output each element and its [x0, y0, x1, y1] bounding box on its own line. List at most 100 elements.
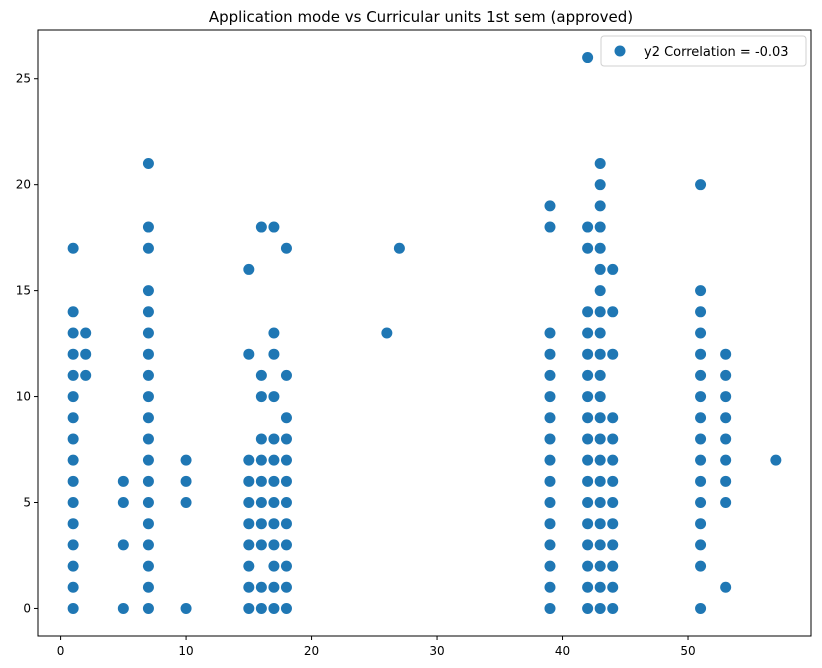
data-point: [544, 221, 556, 233]
data-point: [582, 242, 594, 254]
data-point: [582, 433, 594, 445]
data-point: [268, 560, 280, 572]
data-point: [594, 348, 606, 360]
data-point: [695, 433, 707, 445]
data-point: [280, 560, 292, 572]
data-point: [255, 433, 267, 445]
data-point: [594, 369, 606, 381]
data-point: [180, 454, 192, 466]
data-point: [142, 157, 154, 169]
data-point: [280, 581, 292, 593]
data-point: [544, 475, 556, 487]
data-point: [67, 475, 79, 487]
x-tick-label: 30: [429, 644, 444, 658]
data-point: [582, 581, 594, 593]
data-point: [243, 497, 255, 509]
data-point: [67, 327, 79, 339]
data-point: [594, 560, 606, 572]
data-point: [142, 242, 154, 254]
data-point: [695, 497, 707, 509]
data-point: [243, 454, 255, 466]
data-point: [142, 327, 154, 339]
data-point: [67, 454, 79, 466]
data-point: [582, 560, 594, 572]
data-point: [594, 179, 606, 191]
data-point: [268, 518, 280, 530]
data-point: [243, 263, 255, 275]
data-point: [607, 475, 619, 487]
data-point: [544, 497, 556, 509]
data-point: [268, 602, 280, 614]
data-point: [180, 475, 192, 487]
data-point: [582, 602, 594, 614]
data-point: [695, 454, 707, 466]
data-point: [720, 581, 732, 593]
data-point: [280, 518, 292, 530]
data-point: [607, 560, 619, 572]
data-point: [607, 581, 619, 593]
data-point: [594, 200, 606, 212]
data-point: [594, 221, 606, 233]
points-layer: [67, 52, 782, 614]
data-point: [67, 412, 79, 424]
data-point: [243, 348, 255, 360]
data-point: [142, 518, 154, 530]
data-point: [268, 475, 280, 487]
data-point: [544, 433, 556, 445]
data-point: [268, 581, 280, 593]
data-point: [607, 497, 619, 509]
x-tick-label: 10: [178, 644, 193, 658]
y-tick-label: 5: [23, 496, 31, 510]
data-point: [243, 539, 255, 551]
data-point: [268, 391, 280, 403]
data-point: [594, 285, 606, 297]
data-point: [255, 581, 267, 593]
legend-label: y2 Correlation = -0.03: [644, 45, 789, 60]
y-tick-label: 10: [16, 390, 31, 404]
data-point: [695, 285, 707, 297]
data-point: [544, 327, 556, 339]
data-point: [594, 539, 606, 551]
data-point: [695, 327, 707, 339]
data-point: [720, 475, 732, 487]
data-point: [80, 348, 92, 360]
plot-frame: [37, 29, 812, 637]
data-point: [720, 433, 732, 445]
data-point: [720, 412, 732, 424]
data-point: [268, 433, 280, 445]
data-point: [720, 369, 732, 381]
data-point: [594, 602, 606, 614]
data-point: [117, 497, 129, 509]
data-point: [142, 560, 154, 572]
data-point: [255, 518, 267, 530]
x-tick-label: 50: [680, 644, 695, 658]
data-point: [80, 369, 92, 381]
data-point: [268, 327, 280, 339]
data-point: [582, 327, 594, 339]
data-point: [268, 221, 280, 233]
data-point: [582, 539, 594, 551]
data-point: [582, 497, 594, 509]
data-point: [67, 560, 79, 572]
data-point: [243, 560, 255, 572]
data-point: [582, 454, 594, 466]
y-tick-label: 20: [16, 178, 31, 192]
data-point: [582, 221, 594, 233]
data-point: [544, 560, 556, 572]
x-axis: 0 10 20 30 40 50: [57, 636, 696, 658]
data-point: [67, 348, 79, 360]
data-point: [695, 391, 707, 403]
data-point: [243, 475, 255, 487]
data-point: [142, 602, 154, 614]
data-point: [142, 348, 154, 360]
legend: y2 Correlation = -0.03: [600, 35, 807, 67]
legend-marker: [614, 45, 626, 57]
data-point: [607, 263, 619, 275]
data-point: [67, 602, 79, 614]
legend-box: [600, 35, 807, 67]
data-point: [607, 306, 619, 318]
data-point: [67, 581, 79, 593]
data-point: [695, 560, 707, 572]
data-point: [280, 454, 292, 466]
